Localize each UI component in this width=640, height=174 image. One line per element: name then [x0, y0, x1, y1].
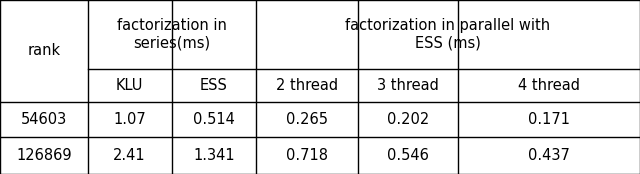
Text: ESS: ESS — [200, 78, 228, 93]
Text: 0.171: 0.171 — [528, 112, 570, 127]
Text: factorization in
series(ms): factorization in series(ms) — [117, 18, 227, 51]
Text: 1.341: 1.341 — [193, 148, 235, 163]
Text: 2.41: 2.41 — [113, 148, 146, 163]
Text: 4 thread: 4 thread — [518, 78, 580, 93]
Text: factorization in parallel with
ESS (ms): factorization in parallel with ESS (ms) — [346, 18, 550, 51]
Text: 0.546: 0.546 — [387, 148, 429, 163]
Text: 0.514: 0.514 — [193, 112, 235, 127]
Text: 2 thread: 2 thread — [276, 78, 339, 93]
Text: 0.202: 0.202 — [387, 112, 429, 127]
Text: KLU: KLU — [116, 78, 143, 93]
Text: 0.718: 0.718 — [286, 148, 328, 163]
Text: 0.437: 0.437 — [528, 148, 570, 163]
Text: rank: rank — [28, 43, 60, 58]
Text: 3 thread: 3 thread — [377, 78, 439, 93]
Text: 126869: 126869 — [16, 148, 72, 163]
Text: 0.265: 0.265 — [286, 112, 328, 127]
Text: 54603: 54603 — [20, 112, 67, 127]
Text: 1.07: 1.07 — [113, 112, 146, 127]
